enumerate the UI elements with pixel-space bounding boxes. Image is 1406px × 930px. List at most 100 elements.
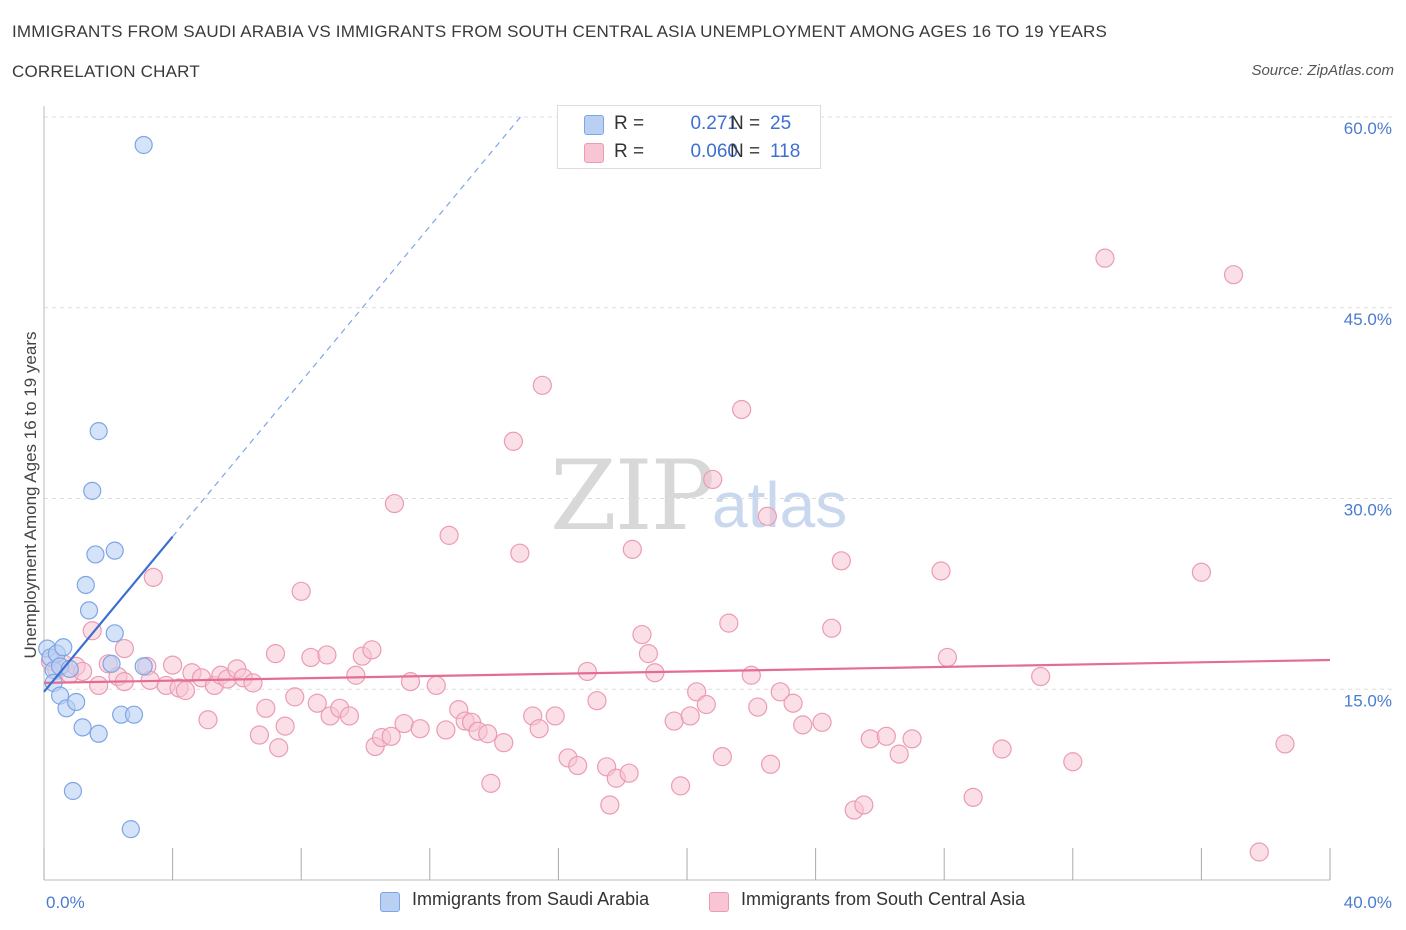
data-point-south-central-asia: [703, 469, 723, 490]
legend-swatch-pink: [584, 143, 604, 163]
x-tick-label: 0.0%: [46, 893, 85, 912]
data-point-south-central-asia: [439, 525, 459, 545]
y-tick-label: 30.0%: [1344, 501, 1392, 520]
data-point-south-central-asia: [600, 795, 620, 815]
gridlines: [44, 116, 1392, 690]
axes: [43, 106, 1331, 881]
data-point-south-central-asia: [89, 675, 109, 696]
tick-labels: 15.0% 30.0% 45.0% 60.0% 0.0% 40.0% Unemploymen…: [21, 119, 1392, 912]
data-point-saudi-arabia: [73, 718, 92, 737]
points-south-central-asia: [40, 248, 1295, 862]
data-point-saudi-arabia: [79, 601, 99, 620]
trend-line-saudi-arabia: [43, 535, 174, 693]
correlation-legend: R = 0.271 N = 25 R = 0.060 N = 118: [557, 105, 821, 169]
data-point-south-central-asia: [249, 725, 270, 745]
data-point-south-central-asia: [1275, 734, 1295, 754]
legend-n-value: 25: [770, 113, 792, 134]
legend-n-label: N =: [730, 141, 761, 162]
data-point-south-central-asia: [860, 729, 880, 749]
data-point-south-central-asia: [889, 744, 909, 764]
watermark-atlas: atlas: [712, 469, 848, 541]
y-tick-label: 15.0%: [1344, 691, 1392, 710]
data-point-south-central-asia: [1249, 842, 1269, 862]
data-point-south-central-asia: [529, 719, 549, 739]
data-point-south-central-asia: [494, 733, 514, 753]
data-point-south-central-asia: [410, 719, 430, 739]
data-point-south-central-asia: [757, 506, 777, 526]
series-legend: Immigrants from Saudi Arabia Immigrants …: [0, 889, 1406, 915]
data-point-south-central-asia: [696, 694, 716, 715]
data-point-south-central-asia: [732, 399, 752, 420]
data-point-south-central-asia: [1223, 265, 1244, 285]
data-point-south-central-asia: [256, 698, 276, 718]
data-point-south-central-asia: [114, 638, 134, 659]
data-point-south-central-asia: [783, 693, 803, 713]
data-point-south-central-asia: [680, 706, 700, 726]
data-point-south-central-asia: [381, 726, 401, 746]
data-point-south-central-asia: [175, 680, 196, 701]
data-point-south-central-asia: [854, 795, 874, 815]
series-legend-label: Immigrants from Saudi Arabia: [412, 889, 650, 909]
series-legend-label: Immigrants from South Central Asia: [741, 889, 1026, 909]
legend-r-label: R =: [614, 113, 645, 134]
data-point-south-central-asia: [1063, 752, 1083, 772]
data-point-south-central-asia: [426, 675, 446, 696]
legend-n-value: 118: [770, 141, 801, 162]
data-point-south-central-asia: [638, 644, 659, 664]
data-point-south-central-asia: [510, 543, 530, 563]
trend-line-south-central-asia: [43, 658, 1331, 684]
data-point-south-central-asia: [307, 693, 327, 713]
chart-title: IMMIGRANTS FROM SAUDI ARABIA VS IMMIGRAN…: [12, 22, 1108, 41]
data-point-south-central-asia: [587, 691, 607, 711]
y-axis-title: Unemployment Among Ages 16 to 19 years: [21, 332, 40, 659]
data-point-south-central-asia: [937, 647, 958, 668]
data-point-south-central-asia: [1095, 248, 1115, 268]
data-point-south-central-asia: [481, 773, 501, 793]
data-point-south-central-asia: [719, 613, 739, 633]
data-point-saudi-arabia: [102, 654, 121, 673]
data-point-south-central-asia: [394, 713, 414, 734]
data-point-south-central-asia: [265, 644, 286, 664]
data-point-south-central-asia: [619, 763, 639, 783]
data-point-south-central-asia: [198, 710, 218, 730]
y-tick-label: 60.0%: [1344, 119, 1392, 138]
data-point-south-central-asia: [812, 712, 832, 732]
data-point-saudi-arabia: [63, 781, 83, 801]
data-point-saudi-arabia: [105, 541, 124, 560]
data-point-south-central-asia: [770, 682, 790, 702]
data-point-south-central-asia: [712, 747, 732, 767]
data-point-south-central-asia: [822, 618, 842, 638]
data-point-saudi-arabia: [124, 705, 144, 724]
data-point-south-central-asia: [931, 561, 951, 581]
data-point-south-central-asia: [436, 720, 456, 740]
data-point-saudi-arabia: [67, 692, 86, 712]
data-point-south-central-asia: [1191, 562, 1212, 582]
data-point-south-central-asia: [243, 673, 263, 693]
data-point-south-central-asia: [902, 729, 922, 749]
trend-line-saudi-arabia-extension: [172, 116, 521, 538]
legend-r-label: R =: [614, 141, 645, 162]
data-point-south-central-asia: [143, 567, 163, 587]
data-point-south-central-asia: [664, 711, 684, 731]
x-tick-label: 40.0%: [1344, 893, 1392, 912]
legend-swatch-blue: [584, 115, 604, 135]
data-point-saudi-arabia: [89, 724, 108, 743]
data-point-south-central-asia: [545, 706, 565, 726]
data-point-saudi-arabia: [83, 481, 102, 500]
data-point-south-central-asia: [963, 787, 983, 807]
data-point-saudi-arabia: [134, 135, 153, 155]
data-point-south-central-asia: [317, 645, 337, 665]
data-point-saudi-arabia: [134, 657, 153, 676]
data-point-south-central-asia: [793, 715, 813, 735]
data-point-south-central-asia: [876, 726, 896, 746]
data-point-saudi-arabia: [86, 545, 105, 564]
data-point-south-central-asia: [163, 655, 183, 675]
legend-n-label: N =: [730, 113, 761, 134]
data-point-south-central-asia: [269, 738, 289, 758]
legend-swatch-pink: [709, 892, 729, 912]
data-point-south-central-asia: [670, 776, 691, 796]
data-point-south-central-asia: [384, 493, 405, 514]
data-point-south-central-asia: [291, 581, 311, 601]
y-tick-label: 45.0%: [1344, 310, 1392, 329]
